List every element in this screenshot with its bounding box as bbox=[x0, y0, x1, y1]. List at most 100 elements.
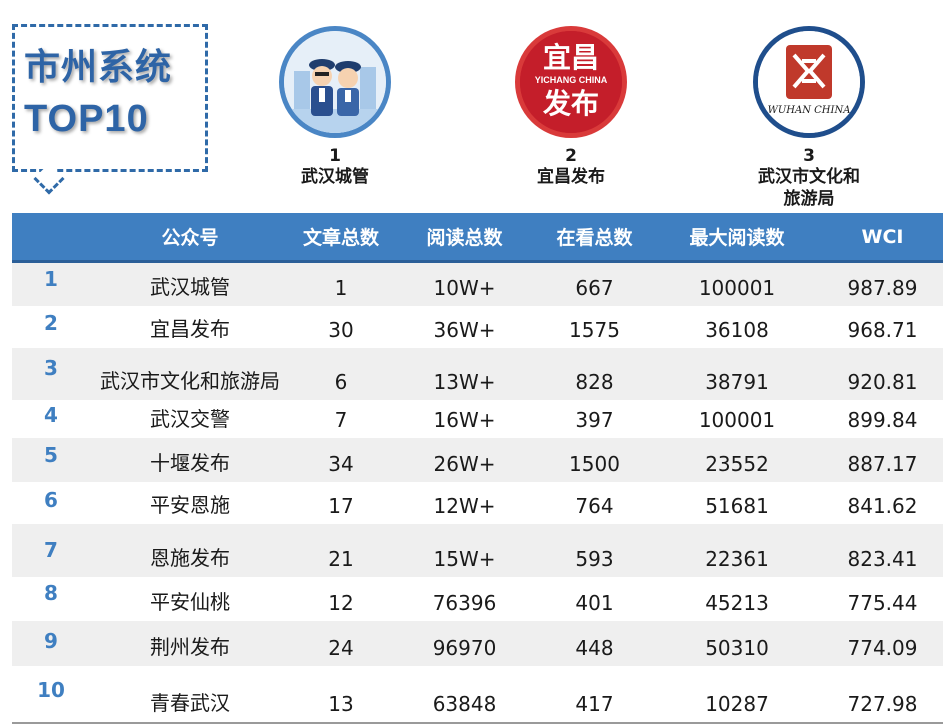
row-looks: 401 bbox=[575, 591, 614, 615]
row-rank: 3 bbox=[44, 356, 58, 380]
row-reads: 16W+ bbox=[433, 408, 496, 432]
row-reads: 36W+ bbox=[433, 318, 496, 342]
row-articles: 1 bbox=[334, 276, 348, 300]
row-max-reads: 36108 bbox=[705, 318, 769, 342]
row-rank: 1 bbox=[44, 267, 58, 291]
row-rank: 8 bbox=[44, 581, 58, 605]
row-articles: 21 bbox=[328, 547, 354, 571]
row-looks: 828 bbox=[575, 370, 614, 394]
wuhan-seal-logo-icon: WUHAN CHINA bbox=[753, 26, 865, 138]
logo3-text: WUHAN CHINA bbox=[768, 105, 851, 116]
row-wci: 841.62 bbox=[847, 494, 918, 518]
row-looks: 448 bbox=[575, 636, 614, 660]
table-row[interactable]: 9 荆州发布 24 96970 448 50310 774.09 bbox=[12, 621, 943, 666]
row-max-reads: 51681 bbox=[705, 494, 769, 518]
row-account-name: 平安仙桃 bbox=[150, 590, 230, 614]
header-reads[interactable]: 阅读总数 bbox=[426, 227, 503, 249]
title-callout-box bbox=[12, 24, 208, 172]
page-title: 市州系统 bbox=[24, 47, 173, 88]
header-looks[interactable]: 在看总数 bbox=[556, 227, 633, 249]
row-max-reads: 23552 bbox=[705, 452, 769, 476]
row-wci: 727.98 bbox=[847, 692, 918, 716]
row-wci: 823.41 bbox=[847, 547, 918, 571]
row-looks: 1500 bbox=[569, 452, 620, 476]
row-account-name: 武汉交警 bbox=[150, 407, 230, 431]
row-max-reads: 10287 bbox=[705, 692, 769, 716]
row-looks: 397 bbox=[575, 408, 614, 432]
row-account-name: 青春武汉 bbox=[150, 691, 230, 715]
row-articles: 17 bbox=[328, 494, 354, 518]
row-wci: 774.09 bbox=[847, 636, 918, 660]
top-item-2[interactable]: 宜昌 YICHANG CHINA 发布 2 宜昌发布 bbox=[491, 26, 651, 188]
row-looks: 667 bbox=[575, 276, 614, 300]
top-item-1[interactable]: 1 武汉城管 bbox=[255, 26, 415, 188]
row-wci: 887.17 bbox=[847, 452, 918, 476]
row-articles: 30 bbox=[328, 318, 354, 342]
table-row[interactable]: 4 武汉交警 7 16W+ 397 100001 899.84 bbox=[12, 400, 943, 438]
row-reads: 63848 bbox=[432, 692, 497, 716]
row-articles: 6 bbox=[334, 370, 348, 394]
row-max-reads: 100001 bbox=[698, 276, 776, 300]
row-rank: 2 bbox=[44, 311, 58, 335]
row-max-reads: 100001 bbox=[698, 408, 776, 432]
table-row[interactable]: 5 十堰发布 34 26W+ 1500 23552 887.17 bbox=[12, 438, 943, 482]
row-max-reads: 45213 bbox=[705, 591, 769, 615]
row-wci: 775.44 bbox=[847, 591, 918, 615]
row-looks: 1575 bbox=[569, 318, 620, 342]
row-articles: 34 bbox=[328, 452, 354, 476]
table-row[interactable]: 7 恩施发布 21 15W+ 593 22361 823.41 bbox=[12, 524, 943, 577]
row-reads: 12W+ bbox=[433, 494, 496, 518]
row-account-name: 荆州发布 bbox=[150, 635, 230, 659]
top-item-3[interactable]: WUHAN CHINA 3 武汉市文化和 旅游局 bbox=[729, 26, 889, 210]
row-wci: 899.84 bbox=[847, 408, 918, 432]
top-name-3-line1: 武汉市文化和 bbox=[758, 167, 860, 187]
top-name-1: 武汉城管 bbox=[301, 167, 369, 187]
row-wci: 968.71 bbox=[847, 318, 918, 342]
row-reads: 15W+ bbox=[433, 547, 496, 571]
top-rank-2: 2 bbox=[565, 146, 577, 166]
table-bottom-line bbox=[12, 722, 943, 724]
row-max-reads: 50310 bbox=[705, 636, 769, 660]
header-account[interactable]: 公众号 bbox=[161, 227, 219, 249]
logo2-text-bottom: 发布 bbox=[542, 87, 599, 120]
row-reads: 13W+ bbox=[433, 370, 496, 394]
table-row[interactable]: 10 青春武汉 13 63848 417 10287 727.98 bbox=[12, 666, 943, 722]
top-name-2: 宜昌发布 bbox=[537, 167, 605, 187]
row-articles: 12 bbox=[328, 591, 354, 615]
yichang-logo-icon: 宜昌 YICHANG CHINA 发布 bbox=[515, 26, 627, 138]
logo2-text-top: 宜昌 bbox=[543, 41, 599, 74]
row-rank: 9 bbox=[44, 629, 58, 653]
table-row[interactable]: 6 平安恩施 17 12W+ 764 51681 841.62 bbox=[12, 482, 943, 524]
row-wci: 987.89 bbox=[847, 276, 918, 300]
header-max-reads[interactable]: 最大阅读数 bbox=[689, 227, 785, 249]
row-articles: 13 bbox=[328, 692, 354, 716]
table-row[interactable]: 2 宜昌发布 30 36W+ 1575 36108 968.71 bbox=[12, 306, 943, 348]
table-row[interactable]: 8 平安仙桃 12 76396 401 45213 775.44 bbox=[12, 577, 943, 621]
row-account-name: 武汉市文化和旅游局 bbox=[100, 369, 280, 393]
row-account-name: 平安恩施 bbox=[150, 493, 230, 517]
row-reads: 10W+ bbox=[433, 276, 496, 300]
header-wci[interactable]: WCI bbox=[861, 225, 904, 248]
ranking-table: 公众号 文章总数 阅读总数 在看总数 最大阅读数 WCI 1 武汉城管 1 10W+ 6… bbox=[12, 213, 943, 724]
row-articles: 24 bbox=[328, 636, 354, 660]
row-max-reads: 22361 bbox=[705, 547, 769, 571]
row-wci: 920.81 bbox=[847, 370, 918, 394]
table-row[interactable]: 3 武汉市文化和旅游局 6 13W+ 828 38791 920.81 bbox=[12, 348, 943, 400]
row-max-reads: 38791 bbox=[705, 370, 769, 394]
row-account-name: 恩施发布 bbox=[150, 546, 230, 570]
row-rank: 5 bbox=[44, 443, 58, 467]
row-looks: 764 bbox=[575, 494, 614, 518]
row-rank: 7 bbox=[44, 538, 58, 562]
row-account-name: 宜昌发布 bbox=[150, 317, 230, 341]
top-rank-3: 3 bbox=[803, 146, 815, 166]
police-cartoon-logo-icon bbox=[279, 26, 391, 138]
top-name-3-line2: 旅游局 bbox=[783, 189, 835, 209]
table-header: 公众号 文章总数 阅读总数 在看总数 最大阅读数 WCI bbox=[12, 213, 943, 263]
page-subtitle: TOP10 bbox=[24, 98, 149, 140]
row-reads: 26W+ bbox=[433, 452, 496, 476]
row-looks: 417 bbox=[575, 692, 614, 716]
logo2-text-mid: YICHANG CHINA bbox=[535, 75, 608, 85]
header-articles[interactable]: 文章总数 bbox=[302, 227, 379, 249]
table-row[interactable]: 1 武汉城管 1 10W+ 667 100001 987.89 bbox=[12, 263, 943, 306]
row-reads: 76396 bbox=[432, 591, 497, 615]
